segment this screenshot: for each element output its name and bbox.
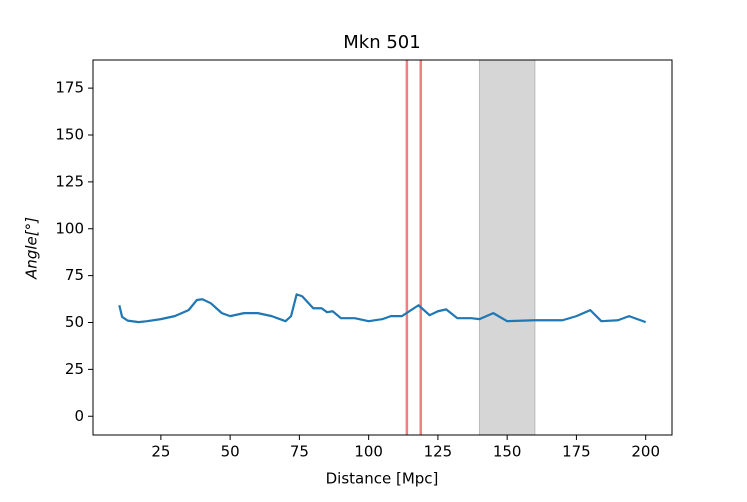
x-tick-label: 100 (354, 443, 383, 461)
y-tick-label: 125 (55, 172, 84, 190)
x-axis-label: Distance [Mpc] (326, 470, 439, 488)
x-tick-label: 75 (290, 443, 309, 461)
shaded-span (478, 59, 536, 436)
x-tick-label: 50 (221, 443, 240, 461)
chart-title: Mkn 501 (343, 32, 420, 53)
y-tick-label: 0 (74, 407, 84, 425)
data-line (118, 293, 647, 324)
y-tick-label: 100 (55, 219, 84, 237)
x-tick-label: 125 (424, 443, 453, 461)
x-tick-label: 150 (493, 443, 522, 461)
x-tick-label: 25 (151, 443, 170, 461)
y-tick-label: 150 (55, 126, 84, 144)
plot-frame (92, 59, 673, 436)
y-tick-label: 25 (65, 360, 84, 378)
y-tick-label: 50 (65, 313, 84, 331)
y-axis-label: Angle[°] (23, 217, 41, 280)
x-tick-label: 175 (562, 443, 591, 461)
y-tick-label: 75 (65, 266, 84, 284)
x-tick-label: 200 (631, 443, 660, 461)
y-tick-label: 175 (55, 79, 84, 97)
